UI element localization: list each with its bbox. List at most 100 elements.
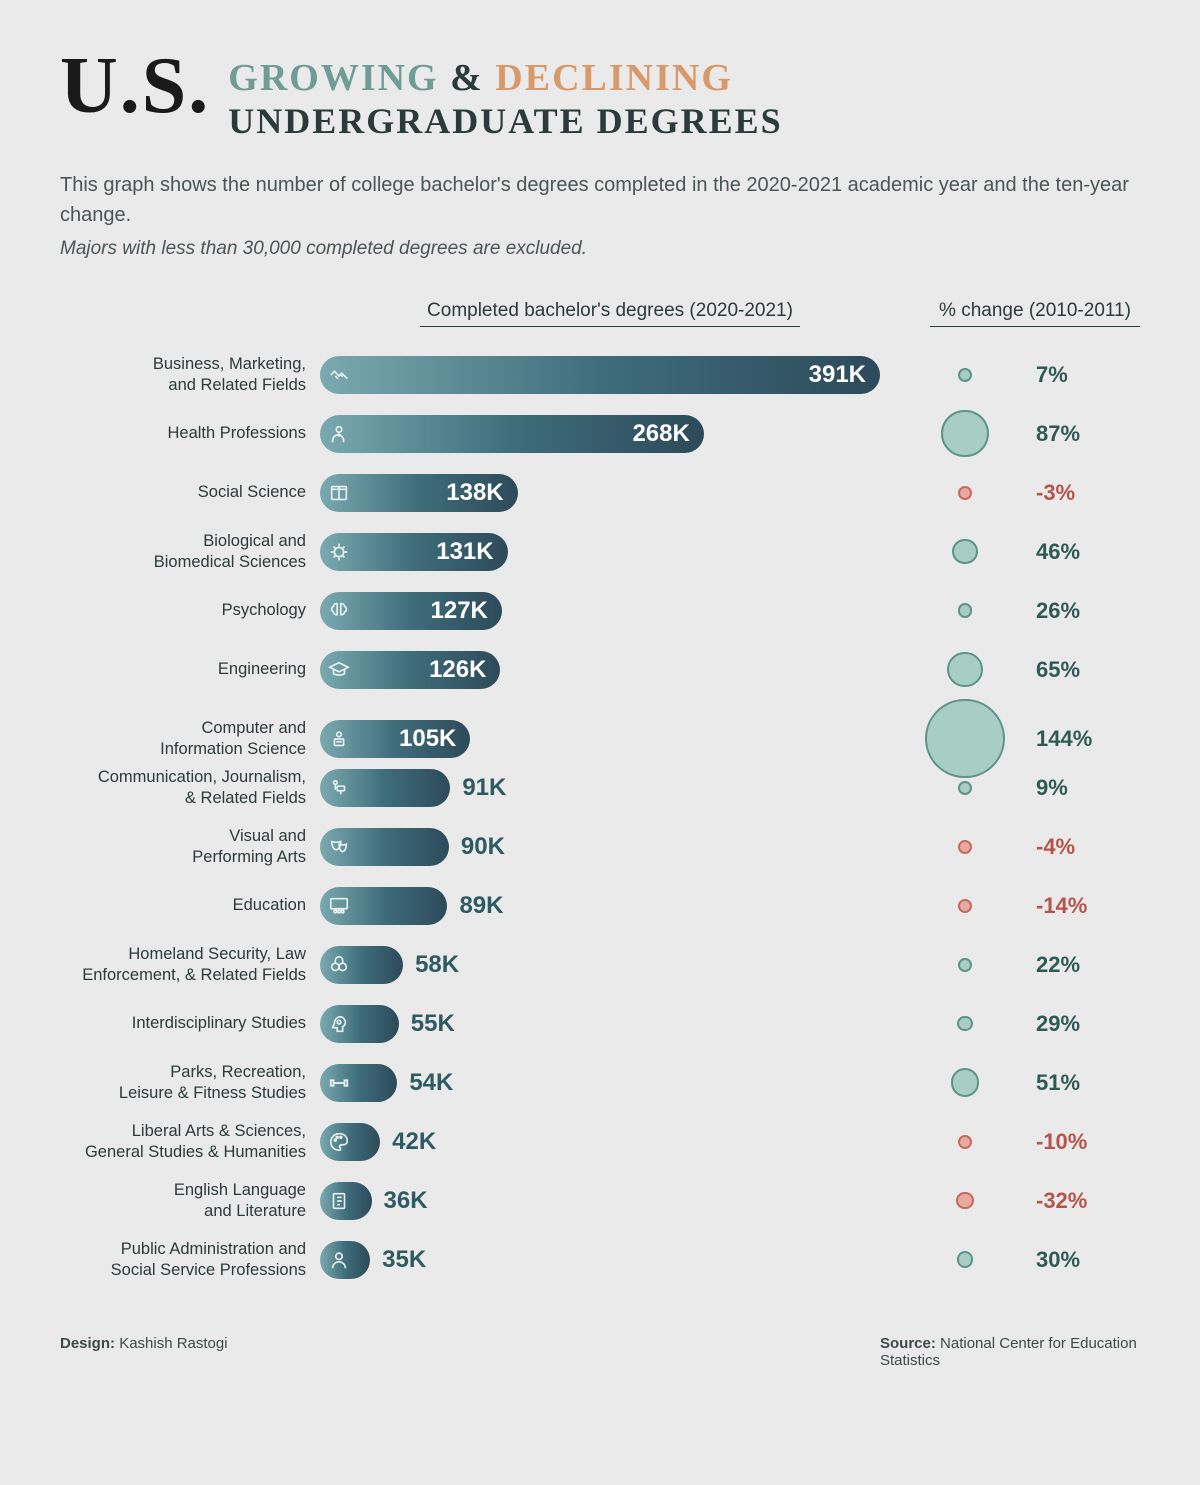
bar: 138K bbox=[320, 474, 518, 512]
bar-value: 105K bbox=[399, 725, 456, 753]
bar: 391K bbox=[320, 356, 880, 394]
change-bubble bbox=[947, 652, 983, 688]
pct-change: 9% bbox=[1030, 775, 1140, 801]
row-label: Education bbox=[60, 895, 320, 916]
bar-value: 127K bbox=[431, 597, 488, 625]
footer-source: Source: National Center for Education St… bbox=[880, 1335, 1140, 1369]
row-label: English Languageand Literature bbox=[60, 1180, 320, 1221]
data-row: Parks, Recreation,Leisure & Fitness Stud… bbox=[60, 1053, 1140, 1112]
data-row: Education89K-14% bbox=[60, 876, 1140, 935]
data-row: Engineering126K65% bbox=[60, 640, 1140, 699]
bubble-cell bbox=[900, 899, 1030, 913]
pct-change: -10% bbox=[1030, 1129, 1140, 1155]
data-row: Biological andBiomedical Sciences131K46% bbox=[60, 522, 1140, 581]
row-label: Public Administration andSocial Service … bbox=[60, 1239, 320, 1280]
medic-icon bbox=[320, 415, 358, 453]
bar-cell: 90K bbox=[320, 817, 900, 876]
exclusion-note: Majors with less than 30,000 completed d… bbox=[60, 238, 1140, 260]
pct-change: -4% bbox=[1030, 834, 1140, 860]
pct-change: 30% bbox=[1030, 1247, 1140, 1273]
bubble-cell bbox=[900, 603, 1030, 617]
bar-value: 126K bbox=[429, 656, 486, 684]
bubble-cell bbox=[900, 368, 1030, 382]
bubble-cell bbox=[900, 486, 1030, 500]
footer: Design: Kashish Rastogi Source: National… bbox=[60, 1335, 1140, 1369]
bar bbox=[320, 1123, 380, 1161]
bar: 131K bbox=[320, 533, 508, 571]
bubble-cell bbox=[900, 1016, 1030, 1032]
person-icon bbox=[320, 1241, 358, 1279]
pct-change: 22% bbox=[1030, 952, 1140, 978]
bar-value: 391K bbox=[809, 361, 866, 389]
col-header-change: % change (2010-2011) bbox=[930, 300, 1140, 327]
bar bbox=[320, 1005, 399, 1043]
bubble-cell bbox=[900, 958, 1030, 972]
change-bubble bbox=[952, 539, 977, 564]
bubble-cell bbox=[900, 652, 1030, 688]
data-row: Public Administration andSocial Service … bbox=[60, 1230, 1140, 1289]
title-amp: & bbox=[450, 57, 484, 99]
bar-value: 54K bbox=[409, 1069, 453, 1097]
bar-value: 131K bbox=[436, 538, 493, 566]
chart-rows: Business, Marketing,and Related Fields 39… bbox=[60, 345, 1140, 1289]
footer-source-label: Source: bbox=[880, 1335, 936, 1352]
bar bbox=[320, 887, 447, 925]
change-bubble bbox=[957, 1251, 974, 1268]
pct-change: -32% bbox=[1030, 1188, 1140, 1214]
data-row: Homeland Security, LawEnforcement, & Rel… bbox=[60, 935, 1140, 994]
bar-value: 138K bbox=[446, 479, 503, 507]
pct-change: 26% bbox=[1030, 598, 1140, 624]
dumbbell-icon bbox=[320, 1064, 358, 1102]
change-bubble bbox=[957, 1016, 973, 1032]
bar bbox=[320, 1064, 397, 1102]
bar: 268K bbox=[320, 415, 704, 453]
footer-design-label: Design: bbox=[60, 1335, 115, 1352]
bar-cell: 131K bbox=[320, 522, 900, 581]
change-bubble bbox=[958, 1135, 972, 1149]
bar-cell: 127K bbox=[320, 581, 900, 640]
bar-value: 268K bbox=[632, 420, 689, 448]
bar-value: 58K bbox=[415, 951, 459, 979]
bubble-cell bbox=[900, 1135, 1030, 1149]
bubble-cell bbox=[900, 781, 1030, 795]
bar bbox=[320, 828, 449, 866]
pct-change: 7% bbox=[1030, 362, 1140, 388]
row-label: Biological andBiomedical Sciences bbox=[60, 531, 320, 572]
bar-cell: 35K bbox=[320, 1230, 900, 1289]
row-label: Social Science bbox=[60, 482, 320, 503]
masks-icon bbox=[320, 828, 358, 866]
row-label: Business, Marketing,and Related Fields bbox=[60, 354, 320, 395]
data-row: Psychology127K26% bbox=[60, 581, 1140, 640]
bar-cell: 268K bbox=[320, 404, 900, 463]
change-bubble bbox=[958, 781, 972, 795]
handshake-icon bbox=[320, 356, 358, 394]
teacher-icon bbox=[320, 887, 358, 925]
cuffs-icon bbox=[320, 946, 358, 984]
bar-cell: 55K bbox=[320, 994, 900, 1053]
bar: 126K bbox=[320, 651, 500, 689]
bar bbox=[320, 946, 403, 984]
microbe-icon bbox=[320, 533, 358, 571]
bar-value: 55K bbox=[411, 1010, 455, 1038]
gradcap-icon bbox=[320, 651, 358, 689]
row-label: Interdisciplinary Studies bbox=[60, 1013, 320, 1034]
pct-change: 144% bbox=[1030, 726, 1140, 752]
bar-value: 90K bbox=[461, 833, 505, 861]
bubble-cell bbox=[900, 1192, 1030, 1210]
pct-change: 87% bbox=[1030, 421, 1140, 447]
bar-cell: 391K bbox=[320, 345, 900, 404]
row-label: Homeland Security, LawEnforcement, & Rel… bbox=[60, 944, 320, 985]
row-label: Health Professions bbox=[60, 423, 320, 444]
row-label: Engineering bbox=[60, 659, 320, 680]
title-line1: GROWING & DECLINING bbox=[228, 56, 782, 100]
bubble-cell bbox=[900, 539, 1030, 564]
bar-value: 91K bbox=[462, 774, 506, 802]
palette-icon bbox=[320, 1123, 358, 1161]
col-header-bars: Completed bachelor's degrees (2020-2021) bbox=[420, 300, 800, 327]
row-label: Parks, Recreation,Leisure & Fitness Stud… bbox=[60, 1062, 320, 1103]
data-row: Health Professions 268K 87% bbox=[60, 404, 1140, 463]
bar-cell: 54K bbox=[320, 1053, 900, 1112]
book-icon bbox=[320, 474, 358, 512]
brain-icon bbox=[320, 592, 358, 630]
column-headers: Completed bachelor's degrees (2020-2021)… bbox=[60, 300, 1140, 327]
